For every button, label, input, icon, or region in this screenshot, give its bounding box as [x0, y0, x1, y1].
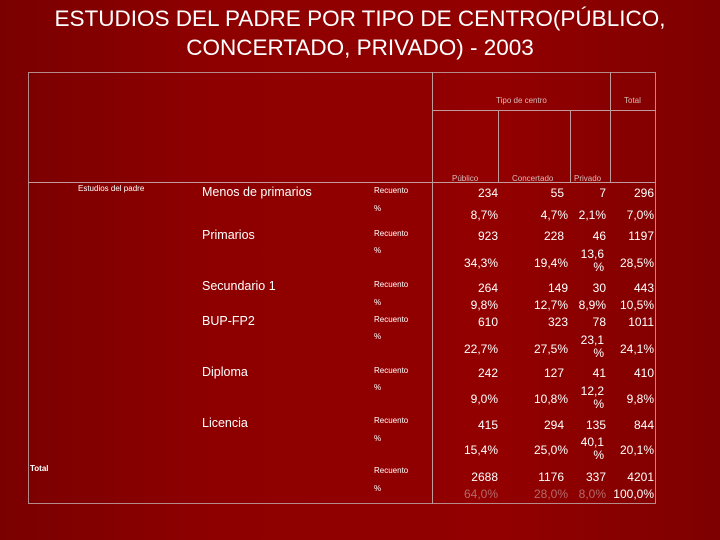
- count-cell: 234: [477, 186, 498, 200]
- measure-label-percent: %: [374, 434, 382, 443]
- count-cell: 410: [633, 366, 654, 380]
- column-header-privado: Privado: [574, 174, 602, 183]
- count-cell: 30: [592, 281, 606, 295]
- percent-cell: 19,4%: [533, 256, 568, 270]
- percent-cell: 40,1 %: [580, 435, 604, 462]
- total-percent-cell: 64,0%: [463, 487, 498, 501]
- crosstab-table: [28, 72, 656, 504]
- category-label: Menos de primarios: [202, 185, 312, 199]
- percent-cell: 34,3%: [463, 256, 498, 270]
- measure-label-percent: %: [374, 298, 382, 307]
- total-percent-cell: 28,0%: [533, 487, 568, 501]
- measure-label-count: Recuento: [374, 366, 409, 375]
- count-cell: 46: [592, 229, 606, 243]
- percent-cell: 9,8%: [626, 392, 654, 406]
- count-cell: 1011: [628, 315, 654, 329]
- group-header: Tipo de centro: [496, 96, 547, 105]
- count-cell: 323: [547, 315, 568, 329]
- category-label: Secundario 1: [202, 279, 276, 293]
- percent-cell: 22,7%: [463, 342, 498, 356]
- percent-cell: 7,0%: [626, 208, 654, 222]
- count-cell: 923: [477, 229, 498, 243]
- percent-cell: 12,7%: [533, 298, 568, 312]
- slide-title: ESTUDIOS DEL PADRE POR TIPO DE CENTRO(PÚ…: [54, 6, 666, 60]
- total-count-cell: 337: [585, 470, 606, 484]
- column-header-concertado: Concertado: [512, 174, 554, 183]
- category-label: Licencia: [202, 416, 248, 430]
- count-cell: 127: [543, 366, 564, 380]
- total-percent-cell: 8,0%: [578, 487, 606, 501]
- percent-cell: 24,1%: [619, 342, 654, 356]
- count-cell: 228: [543, 229, 564, 243]
- table-divider: [570, 110, 571, 182]
- percent-cell: 10,5%: [619, 298, 654, 312]
- total-row-label: Total: [30, 464, 49, 473]
- table-divider: [610, 72, 611, 182]
- measure-label-count: Recuento: [374, 186, 409, 195]
- count-cell: 264: [477, 281, 498, 295]
- count-cell: 415: [477, 418, 498, 432]
- count-cell: 296: [633, 186, 654, 200]
- count-cell: 149: [547, 281, 568, 295]
- measure-label-percent: %: [374, 383, 382, 392]
- count-cell: 1197: [628, 229, 654, 243]
- count-cell: 41: [592, 366, 606, 380]
- measure-label-percent: %: [374, 484, 382, 493]
- count-cell: 78: [592, 315, 606, 329]
- count-cell: 7: [599, 186, 606, 200]
- measure-label-count: Recuento: [374, 229, 409, 238]
- measure-label-count: Recuento: [374, 315, 409, 324]
- table-divider: [432, 110, 656, 111]
- count-cell: 55: [550, 186, 564, 200]
- percent-cell: 27,5%: [533, 342, 568, 356]
- measure-label-percent: %: [374, 332, 382, 341]
- category-label: Diploma: [202, 365, 248, 379]
- row-dimension-label: Estudios del padre: [78, 184, 145, 193]
- measure-label-count: Recuento: [374, 466, 409, 475]
- total-count-cell: 2688: [471, 470, 498, 484]
- percent-cell: 2,1%: [578, 208, 606, 222]
- percent-cell: 20,1%: [619, 443, 654, 457]
- percent-cell: 10,8%: [533, 392, 568, 406]
- count-cell: 844: [633, 418, 654, 432]
- percent-cell: 28,5%: [619, 256, 654, 270]
- table-divider: [28, 182, 656, 183]
- percent-cell: 12,2 %: [580, 384, 604, 411]
- count-cell: 443: [633, 281, 654, 295]
- percent-cell: 15,4%: [463, 443, 498, 457]
- percent-cell: 8,7%: [470, 208, 498, 222]
- count-cell: 135: [585, 418, 606, 432]
- percent-cell: 9,8%: [470, 298, 498, 312]
- measure-label-count: Recuento: [374, 280, 409, 289]
- percent-cell: 8,9%: [578, 298, 606, 312]
- percent-cell: 4,7%: [540, 208, 568, 222]
- total-count-cell: 1176: [538, 470, 564, 484]
- measure-label-percent: %: [374, 204, 382, 213]
- measure-label-percent: %: [374, 246, 382, 255]
- table-divider: [432, 72, 433, 504]
- total-percent-cell: 100,0%: [613, 487, 654, 501]
- total-header: Total: [624, 96, 641, 105]
- measure-label-count: Recuento: [374, 416, 409, 425]
- category-label: Primarios: [202, 228, 255, 242]
- percent-cell: 9,0%: [470, 392, 498, 406]
- percent-cell: 13,6 %: [580, 247, 604, 274]
- count-cell: 610: [477, 315, 498, 329]
- total-count-cell: 4201: [627, 470, 654, 484]
- count-cell: 242: [477, 366, 498, 380]
- percent-cell: 25,0%: [533, 443, 568, 457]
- category-label: BUP-FP2: [202, 314, 255, 328]
- column-header-publico: Público: [452, 174, 479, 183]
- table-divider: [498, 110, 499, 182]
- percent-cell: 23,1 %: [580, 333, 604, 360]
- count-cell: 294: [543, 418, 564, 432]
